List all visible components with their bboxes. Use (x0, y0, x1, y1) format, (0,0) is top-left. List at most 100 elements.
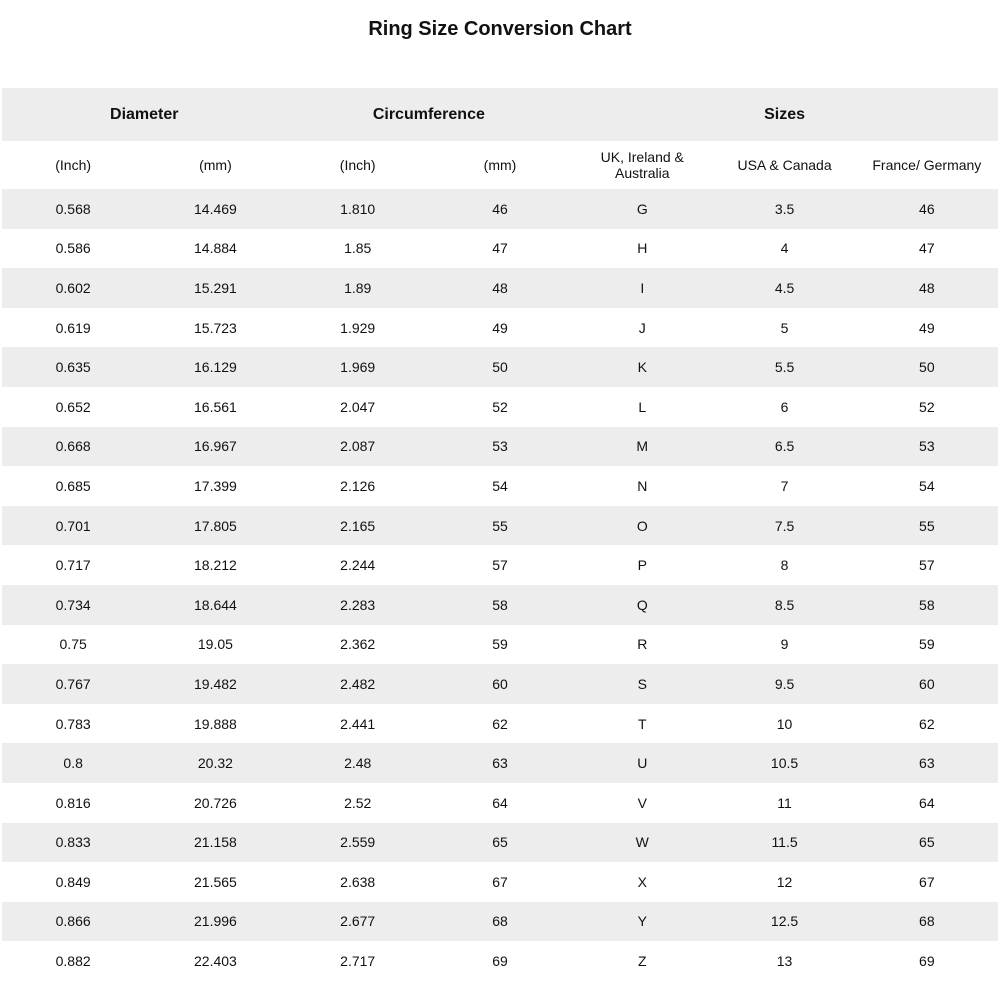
table-cell: 9.5 (713, 664, 856, 704)
sub-header: UK, Ireland & Australia (571, 141, 714, 189)
table-cell: 47 (492, 240, 508, 257)
table-cell: O (571, 505, 714, 546)
table-cell: 12.5 (713, 901, 856, 942)
table-cell: 1.929 (340, 319, 376, 336)
table-cell: 60 (855, 664, 998, 704)
table-row: 0.783 19.888 2.441 62 T 10 62 (2, 704, 998, 744)
table-cell: 18.212 (194, 557, 237, 574)
table-cell: 2.677 (286, 901, 429, 942)
table-cell: 1.85 (344, 240, 372, 257)
table-cell: 0.701 (2, 505, 145, 546)
sub-header: (mm) (144, 141, 287, 189)
table-row: 0.568 14.469 1.810 46 G 3.5 46 (2, 189, 998, 229)
table-cell: 19.888 (194, 715, 237, 732)
table-cell: 19.05 (197, 636, 233, 653)
table-cell: 68 (428, 901, 572, 942)
table-cell: 2.087 (286, 426, 429, 467)
table-cell: 21.996 (144, 901, 287, 942)
table-cell: 16.561 (194, 398, 237, 415)
table-cell: 20.726 (194, 794, 237, 811)
sub-header: France/ Germany (855, 141, 998, 189)
table-cell: 2.244 (340, 557, 376, 574)
table-cell: 20.32 (144, 743, 287, 783)
table-cell: Z (637, 953, 647, 970)
table-cell: 11 (777, 794, 792, 811)
table-cell: 60 (428, 664, 572, 704)
table-cell: 0.717 (55, 557, 91, 574)
table-cell: 5 (780, 319, 789, 336)
sub-header: (mm) (428, 141, 572, 189)
table-row: 0.685 17.399 2.126 54 N 7 54 (2, 466, 998, 506)
table-cell: Y (571, 901, 714, 942)
table-cell: 17.805 (144, 505, 287, 546)
table-cell: 6.5 (713, 426, 856, 467)
table-cell: 8.5 (713, 584, 856, 625)
table-cell: 4.5 (713, 268, 856, 308)
table-cell: I (571, 268, 714, 308)
table-cell: 19.482 (144, 664, 287, 704)
table-cell: 2.482 (286, 664, 429, 704)
table-cell: 1.969 (286, 347, 429, 387)
table-cell: 16.129 (144, 347, 287, 387)
table-cell: 55 (855, 505, 998, 546)
table-cell: 69 (919, 953, 935, 970)
table-body: 0.568 14.469 1.810 46 G 3.5 46 0.586 14.884 1.85 4… (2, 189, 998, 981)
table-cell: 0.882 (55, 953, 91, 970)
table-cell: J (638, 319, 646, 336)
table-cell: 9 (780, 636, 789, 653)
table-cell: 0.734 (2, 584, 145, 625)
table-cell: 63 (428, 743, 572, 783)
table-cell: 62 (492, 715, 508, 732)
ring-size-table: Diameter Circumference Sizes (Inch) (mm)… (2, 88, 998, 981)
table-cell: 2.283 (286, 584, 429, 625)
table-cell: 2.638 (340, 873, 376, 890)
table-cell: 54 (919, 477, 935, 494)
table-cell: 0.849 (55, 873, 91, 890)
table-cell: H (637, 240, 648, 257)
table-cell: X (637, 873, 647, 890)
table-cell: P (637, 557, 647, 574)
table-cell: 52 (919, 398, 935, 415)
table-row: 0.866 21.996 2.677 68 Y 12.5 68 (2, 901, 998, 942)
table-row: 0.635 16.129 1.969 50 K 5.5 50 (2, 347, 998, 387)
table-cell: 0.866 (2, 901, 145, 942)
table-cell: 52 (492, 398, 508, 415)
table-cell: 7.5 (713, 505, 856, 546)
table-cell: W (571, 822, 714, 863)
table-cell: 21.158 (144, 822, 287, 863)
table-row: 0.8 20.32 2.48 63 U 10.5 63 (2, 743, 998, 783)
table-cell: 12 (776, 873, 793, 890)
table-cell: 10 (776, 715, 793, 732)
table-cell: 64 (492, 794, 508, 811)
sub-header: USA & Canada (713, 141, 856, 189)
table-cell: 15.291 (144, 268, 287, 308)
table-cell: 58 (855, 584, 998, 625)
table-cell: 0.816 (55, 794, 91, 811)
table-cell: 49 (919, 319, 935, 336)
table-row: 0.75 19.05 2.362 59 R 9 59 (2, 625, 998, 665)
table-cell: 1.89 (286, 268, 429, 308)
table-cell: 0.602 (2, 268, 145, 308)
header-sizes: Sizes (571, 88, 998, 141)
table-cell: T (637, 715, 647, 732)
table-cell: U (571, 743, 714, 783)
table-cell: M (571, 426, 714, 467)
table-cell: 0.685 (55, 477, 91, 494)
table-cell: 15.723 (194, 319, 237, 336)
table-row: 0.849 21.565 2.638 67 X 12 67 (2, 862, 998, 902)
table-cell: 67 (919, 873, 935, 890)
table-cell: 46 (855, 189, 998, 229)
table-cell: 53 (428, 426, 572, 467)
table-cell: 63 (855, 743, 998, 783)
table-cell: 14.884 (194, 240, 237, 257)
table-cell: 0.619 (55, 319, 91, 336)
table-row: 0.717 18.212 2.244 57 P 8 57 (2, 545, 998, 585)
table-cell: 57 (492, 557, 508, 574)
table-cell: 53 (855, 426, 998, 467)
table-cell: 10.5 (713, 743, 856, 783)
table-cell: 5.5 (713, 347, 856, 387)
table-cell: 50 (855, 347, 998, 387)
table-cell: 2.52 (344, 794, 372, 811)
table-row: 0.882 22.403 2.717 69 Z 13 69 (2, 941, 998, 981)
table-cell: 0.833 (2, 822, 145, 863)
